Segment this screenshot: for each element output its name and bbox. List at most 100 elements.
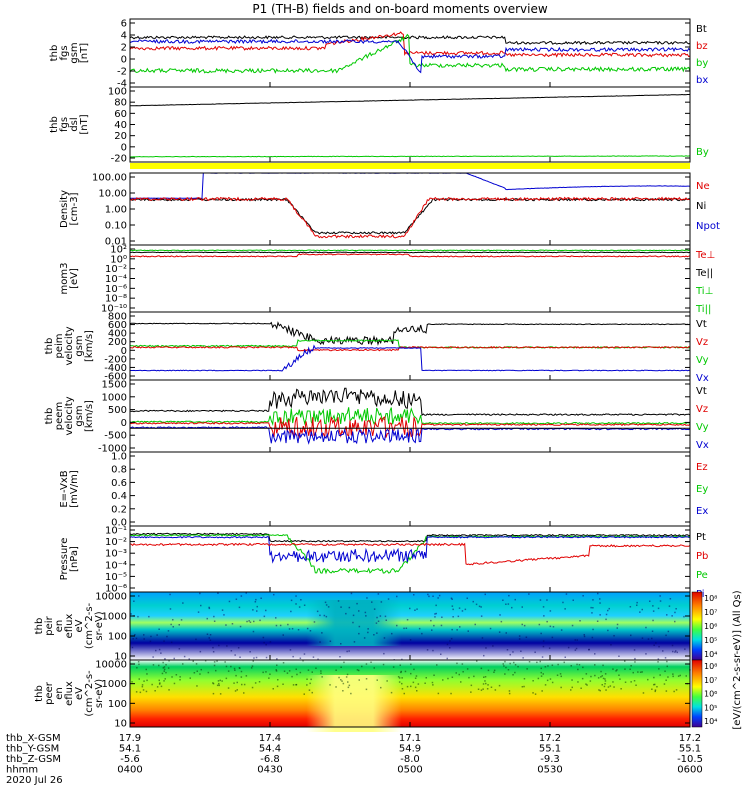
heatmap-speckle [634, 657, 636, 660]
footer-value: 17.1 [399, 733, 421, 744]
heatmap-speckle [512, 674, 514, 676]
footer-value: 17.9 [119, 733, 141, 744]
heatmap-speckle [324, 601, 327, 604]
heatmap-speckle [665, 679, 667, 681]
heatmap-speckle [574, 639, 576, 641]
heatmap-speckle [243, 683, 246, 686]
heatmap-speckle [605, 613, 608, 616]
series-line-3 [129, 33, 691, 74]
heatmap-speckle [373, 667, 375, 669]
heatmap-speckle [137, 661, 140, 663]
heatmap-speckle [578, 664, 581, 666]
heatmap-speckle [192, 660, 194, 662]
heatmap-speckle [255, 598, 257, 601]
footer-value: 0430 [257, 765, 282, 776]
heatmap-speckle [605, 618, 607, 621]
heatmap-speckle [472, 600, 474, 603]
heatmap-speckle [630, 665, 632, 667]
footer-value: -9.3 [540, 754, 560, 765]
heatmap-speckle [521, 606, 523, 608]
heatmap-speckle [523, 624, 526, 627]
heatmap-speckle [295, 595, 297, 597]
heatmap-speckle [523, 678, 526, 680]
heatmap-speckle [523, 685, 525, 688]
heatmap-speckle [605, 689, 607, 691]
heatmap-speckle [540, 632, 542, 635]
ylabel-line: peer [44, 681, 55, 705]
heatmap-speckle [641, 671, 643, 673]
heatmap-speckle [664, 670, 666, 672]
heatmap-speckle [603, 685, 606, 688]
heatmap-speckle [356, 602, 358, 605]
heatmap-speckle [168, 689, 170, 691]
footer-group: thb_X-GSM 17.9 17.4 17.1 17.2 17.2 thb_Y-GSM 54… [6, 733, 703, 786]
heatmap-speckle [231, 623, 234, 625]
legend-Vz: Vz [696, 337, 708, 348]
heatmap-speckle [133, 600, 135, 602]
heatmap-speckle [225, 624, 227, 626]
heatmap-speckle [152, 664, 155, 666]
heatmap-speckle [599, 602, 601, 604]
heatmap-speckle [431, 629, 433, 631]
ylabel-line: sr-eV) [94, 611, 105, 640]
heatmap-speckle [340, 679, 342, 681]
heatmap-speckle [437, 597, 439, 599]
heatmap-speckle [311, 691, 313, 694]
heatmap-speckle [363, 637, 366, 639]
ylabel-line: velocity [64, 326, 75, 365]
heatmap-speckle [487, 669, 490, 672]
heatmap-speckle [520, 650, 522, 652]
ytick-label: 10⁰ [110, 254, 127, 265]
heatmap-speckle [397, 676, 400, 678]
heatmap-speckle [538, 623, 541, 626]
heatmap-speckle [653, 644, 655, 646]
heatmap-speckle [441, 616, 443, 618]
heatmap-speckle [323, 614, 326, 617]
heatmap-speckle [410, 663, 412, 666]
heatmap-speckle [298, 606, 301, 608]
heatmap-speckle [221, 680, 223, 682]
heatmap-speckle [295, 684, 297, 686]
heatmap-speckle [286, 672, 289, 674]
heatmap-speckle [170, 641, 173, 644]
heatmap-speckle [253, 657, 255, 659]
heatmap-speckle [548, 647, 551, 649]
ylabel-line: gsm [74, 335, 85, 356]
heatmap-speckle [672, 673, 674, 675]
heatmap-speckle [518, 638, 521, 640]
heatmap-speckle [235, 598, 238, 600]
heatmap-speckle [345, 676, 348, 678]
ylabel-line: Pressure [59, 538, 70, 581]
heatmap-speckle [143, 638, 145, 640]
colorbar-tick: 10⁵ [704, 636, 717, 645]
heatmap-speckle [246, 620, 248, 623]
heatmap-speckle [544, 684, 547, 686]
heatmap-speckle [484, 593, 486, 596]
heatmap-speckle [230, 650, 233, 652]
heatmap-speckle [581, 677, 584, 680]
heatmap-speckle [200, 668, 202, 671]
heatmap-speckle [612, 681, 614, 683]
footer-value: 17.2 [679, 733, 701, 744]
heatmap-speckle [492, 645, 494, 647]
heatmap-speckle [570, 689, 572, 691]
heatmap-speckle [383, 652, 385, 655]
heatmap-speckle [620, 688, 622, 690]
heatmap-speckle [659, 595, 661, 597]
heatmap-speckle [179, 679, 181, 681]
heatmap-speckle [143, 634, 145, 636]
heatmap-speckle [659, 674, 661, 676]
heatmap-speckle [601, 675, 603, 677]
heatmap-speckle [508, 594, 510, 597]
heatmap-speckle [225, 677, 228, 680]
heatmap-speckle [255, 656, 258, 659]
heatmap-speckle [432, 595, 434, 597]
heatmap-speckle [671, 644, 674, 647]
ylabel-line: dsl [69, 117, 80, 131]
heatmap-speckle [674, 651, 676, 653]
heatmap-speckle [612, 668, 614, 670]
heatmap-speckle [137, 615, 139, 618]
ytick-label: -4 [117, 79, 127, 90]
